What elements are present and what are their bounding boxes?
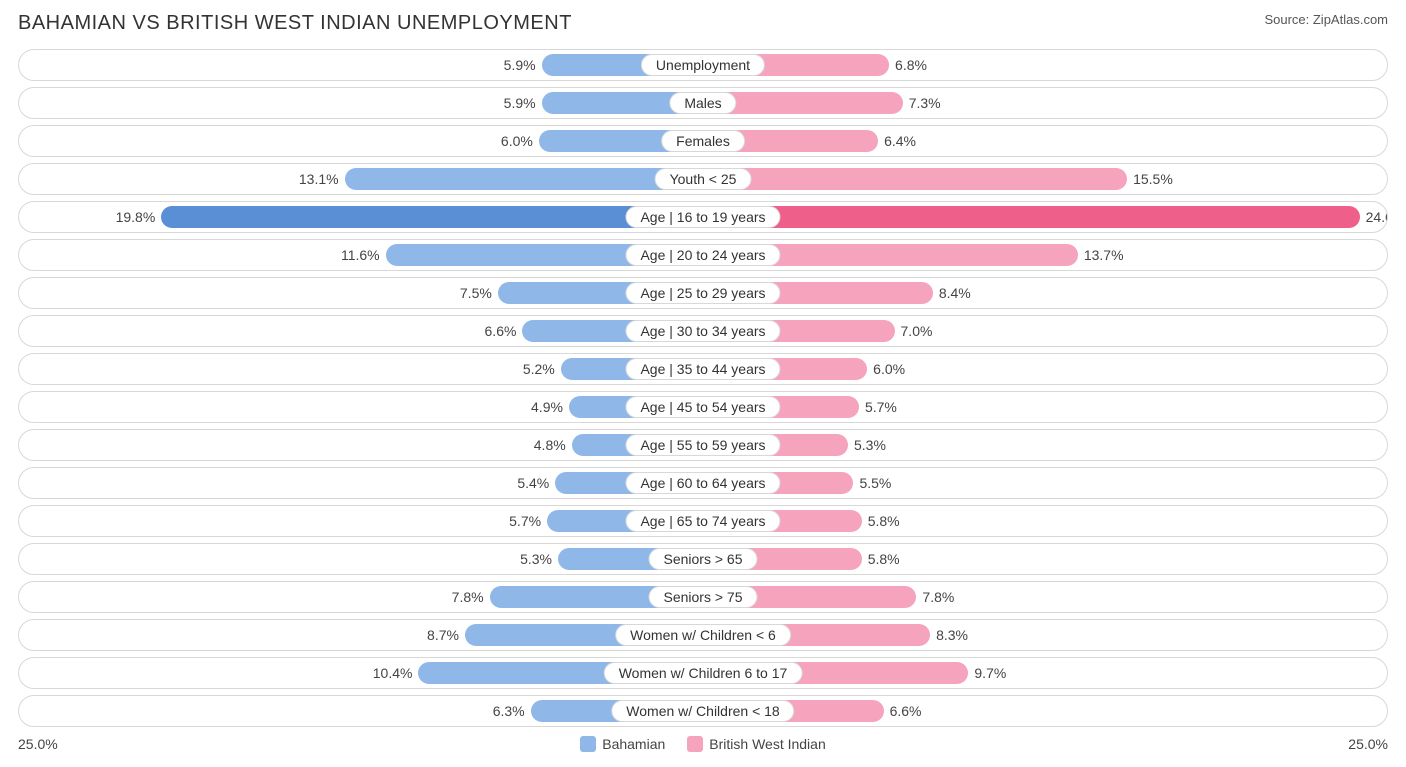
value-right: 15.5%: [1127, 164, 1179, 194]
value-left: 7.8%: [446, 582, 490, 612]
value-right: 5.5%: [853, 468, 897, 498]
bar-left: [161, 206, 703, 228]
chart-title: BAHAMIAN VS BRITISH WEST INDIAN UNEMPLOY…: [18, 12, 572, 35]
chart-row: 5.4% 5.5% Age | 60 to 64 years: [18, 467, 1388, 499]
bar-left: [345, 168, 703, 190]
value-right: 7.0%: [895, 316, 939, 346]
value-left: 11.6%: [335, 240, 386, 270]
row-label: Unemployment: [641, 54, 765, 76]
value-left: 5.2%: [517, 354, 561, 384]
chart-row: 5.9% 7.3% Males: [18, 87, 1388, 119]
chart-row: 4.9% 5.7% Age | 45 to 54 years: [18, 391, 1388, 423]
value-left: 6.3%: [487, 696, 531, 726]
chart-row: 5.7% 5.8% Age | 65 to 74 years: [18, 505, 1388, 537]
row-label: Age | 35 to 44 years: [625, 358, 780, 380]
value-left: 5.7%: [503, 506, 547, 536]
row-label: Males: [669, 92, 736, 114]
chart-row: 8.7% 8.3% Women w/ Children < 6: [18, 619, 1388, 651]
chart-row: 13.1% 15.5% Youth < 25: [18, 163, 1388, 195]
row-label: Seniors > 65: [649, 548, 758, 570]
legend-label-left: Bahamian: [602, 736, 665, 752]
value-left: 19.8%: [110, 202, 162, 232]
row-label: Women w/ Children < 18: [611, 700, 794, 722]
chart-footer: 25.0% Bahamian British West Indian 25.0%: [18, 733, 1388, 755]
value-right: 6.4%: [878, 126, 922, 156]
value-left: 7.5%: [454, 278, 498, 308]
value-left: 13.1%: [293, 164, 345, 194]
legend-swatch-right: [687, 736, 703, 752]
row-label: Age | 20 to 24 years: [625, 244, 780, 266]
row-label: Age | 30 to 34 years: [625, 320, 780, 342]
axis-max-right: 25.0%: [1348, 736, 1388, 752]
value-right: 6.6%: [884, 696, 928, 726]
value-left: 5.3%: [514, 544, 558, 574]
row-label: Age | 25 to 29 years: [625, 282, 780, 304]
row-label: Youth < 25: [655, 168, 752, 190]
row-label: Age | 16 to 19 years: [625, 206, 780, 228]
value-left: 6.0%: [495, 126, 539, 156]
bar-right: [703, 168, 1127, 190]
value-left: 10.4%: [367, 658, 419, 688]
value-right: 5.7%: [859, 392, 903, 422]
chart-row: 6.0% 6.4% Females: [18, 125, 1388, 157]
chart-header: BAHAMIAN VS BRITISH WEST INDIAN UNEMPLOY…: [18, 12, 1388, 35]
chart-row: 6.3% 6.6% Women w/ Children < 18: [18, 695, 1388, 727]
value-left: 5.4%: [511, 468, 555, 498]
value-right: 7.8%: [916, 582, 960, 612]
value-left: 6.6%: [479, 316, 523, 346]
row-label: Women w/ Children 6 to 17: [604, 662, 803, 684]
chart-row: 10.4% 9.7% Women w/ Children 6 to 17: [18, 657, 1388, 689]
chart-row: 7.5% 8.4% Age | 25 to 29 years: [18, 277, 1388, 309]
legend: Bahamian British West Indian: [580, 736, 826, 752]
chart-row: 11.6% 13.7% Age | 20 to 24 years: [18, 239, 1388, 271]
chart-row: 5.2% 6.0% Age | 35 to 44 years: [18, 353, 1388, 385]
chart-source: Source: ZipAtlas.com: [1264, 12, 1388, 27]
chart-row: 19.8% 24.0% Age | 16 to 19 years: [18, 201, 1388, 233]
chart-row: 5.9% 6.8% Unemployment: [18, 49, 1388, 81]
chart-row: 7.8% 7.8% Seniors > 75: [18, 581, 1388, 613]
value-right: 8.4%: [933, 278, 977, 308]
bar-right: [703, 206, 1360, 228]
row-label: Age | 55 to 59 years: [625, 434, 780, 456]
chart-row: 5.3% 5.8% Seniors > 65: [18, 543, 1388, 575]
value-right: 7.3%: [903, 88, 947, 118]
value-right: 5.8%: [862, 544, 906, 574]
legend-item-left: Bahamian: [580, 736, 665, 752]
value-right: 13.7%: [1078, 240, 1130, 270]
value-left: 5.9%: [498, 88, 542, 118]
row-label: Age | 45 to 54 years: [625, 396, 780, 418]
row-label: Seniors > 75: [649, 586, 758, 608]
row-label: Women w/ Children < 6: [615, 624, 791, 646]
row-label: Age | 65 to 74 years: [625, 510, 780, 532]
chart-row: 4.8% 5.3% Age | 55 to 59 years: [18, 429, 1388, 461]
legend-swatch-left: [580, 736, 596, 752]
legend-label-right: British West Indian: [709, 736, 825, 752]
row-label: Age | 60 to 64 years: [625, 472, 780, 494]
value-right: 5.8%: [862, 506, 906, 536]
diverging-bar-chart: 5.9% 6.8% Unemployment 5.9% 7.3% Males 6.0% 6.4…: [18, 49, 1388, 727]
value-right: 5.3%: [848, 430, 892, 460]
value-left: 4.9%: [525, 392, 569, 422]
value-left: 5.9%: [498, 50, 542, 80]
value-right: 8.3%: [930, 620, 974, 650]
value-left: 8.7%: [421, 620, 465, 650]
value-right: 6.0%: [867, 354, 911, 384]
row-label: Females: [661, 130, 745, 152]
value-right: 6.8%: [889, 50, 933, 80]
axis-max-left: 25.0%: [18, 736, 58, 752]
legend-item-right: British West Indian: [687, 736, 825, 752]
value-right: 24.0%: [1360, 202, 1388, 232]
value-left: 4.8%: [528, 430, 572, 460]
value-right: 9.7%: [968, 658, 1012, 688]
chart-row: 6.6% 7.0% Age | 30 to 34 years: [18, 315, 1388, 347]
